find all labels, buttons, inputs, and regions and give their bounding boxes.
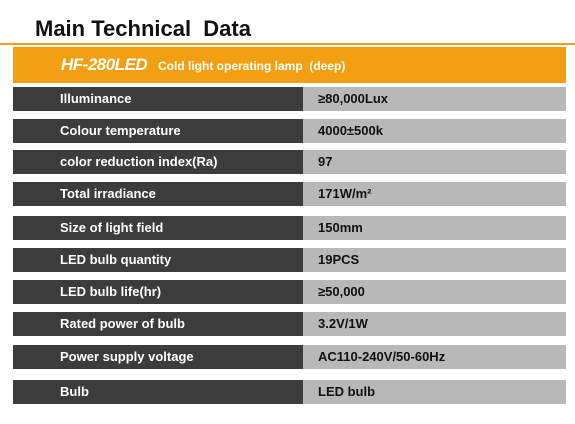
spec-label: Colour temperature (13, 119, 303, 143)
title-rule (0, 43, 575, 45)
spec-value: ≥80,000Lux (303, 87, 566, 111)
spec-value: 4000±500k (303, 119, 566, 143)
spec-value: 97 (303, 150, 566, 174)
spec-value: LED bulb (303, 380, 566, 404)
spec-value: 3.2V/1W (303, 312, 566, 336)
spec-label: Size of light field (13, 216, 303, 240)
spec-label: color reduction index(Ra) (13, 150, 303, 174)
spec-label: LED bulb quantity (13, 248, 303, 272)
spec-value: AC110-240V/50-60Hz (303, 345, 566, 369)
spec-value: 150mm (303, 216, 566, 240)
spec-label: Illuminance (13, 87, 303, 111)
spec-label: Power supply voltage (13, 345, 303, 369)
spec-value: 19PCS (303, 248, 566, 272)
page-title: Main Technical Data (35, 16, 251, 41)
model: HF-280LED (61, 55, 148, 74)
description: Cold light operating lamp (deep) (158, 59, 346, 73)
spec-label: Total irradiance (13, 182, 303, 206)
banner: HF-280LED Cold light operating lamp (dee… (13, 47, 566, 83)
spec-label: Bulb (13, 380, 303, 404)
spec-label: Rated power of bulb (13, 312, 303, 336)
spec-value: 171W/m² (303, 182, 566, 206)
spec-value: ≥50,000 (303, 280, 566, 304)
spec-label: LED bulb life(hr) (13, 280, 303, 304)
